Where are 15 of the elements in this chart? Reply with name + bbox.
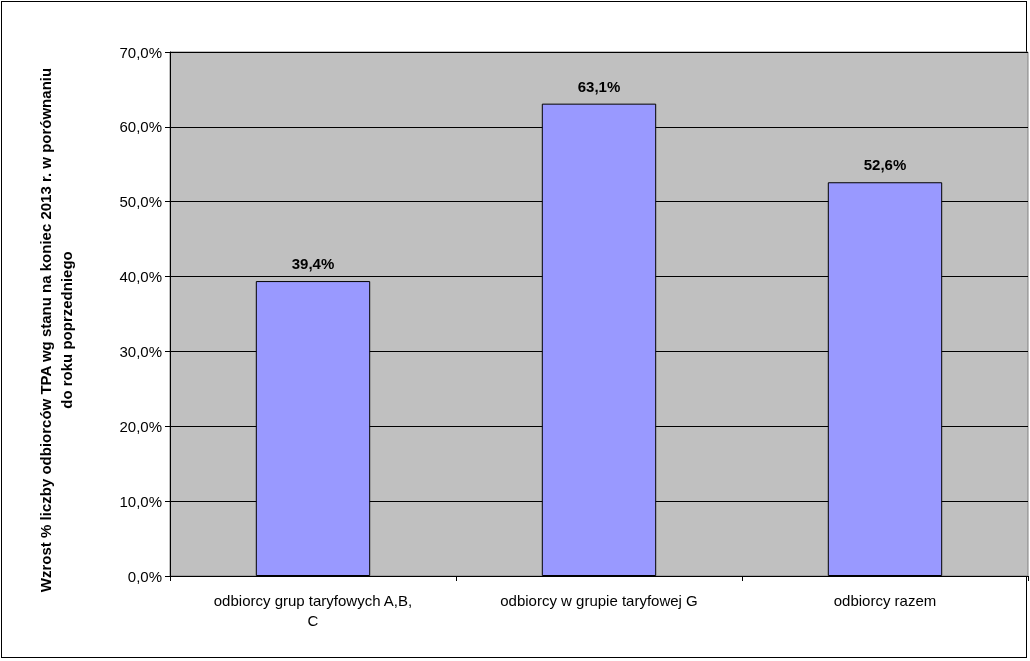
y-axis-title: Wzrost % liczby odbiorców TPA wg stanu na koniec 2013 r. w porównaniu do roku poprzedniego — [36, 66, 76, 595]
y-tick-label: 20,0% — [119, 417, 162, 435]
y-tick-label: 10,0% — [119, 492, 162, 510]
y-tick-label: 60,0% — [119, 118, 162, 136]
y-tick-label: 70,0% — [119, 43, 162, 61]
x-tick-label: odbiorcy grup taryfowych A,B,C — [213, 591, 413, 629]
data-label: 63,1% — [577, 77, 621, 95]
data-label: 52,6% — [863, 156, 907, 174]
y-tick-label: 30,0% — [119, 342, 162, 360]
x-tick-label: odbiorcy w grupie taryfowej G — [500, 591, 698, 609]
x-tick-label: odbiorcy razem — [833, 591, 937, 609]
y-tick-label: 50,0% — [119, 193, 162, 211]
data-label: 39,4% — [291, 255, 335, 273]
y-tick-label: 0,0% — [127, 567, 162, 585]
y-tick-label: 40,0% — [119, 268, 162, 286]
